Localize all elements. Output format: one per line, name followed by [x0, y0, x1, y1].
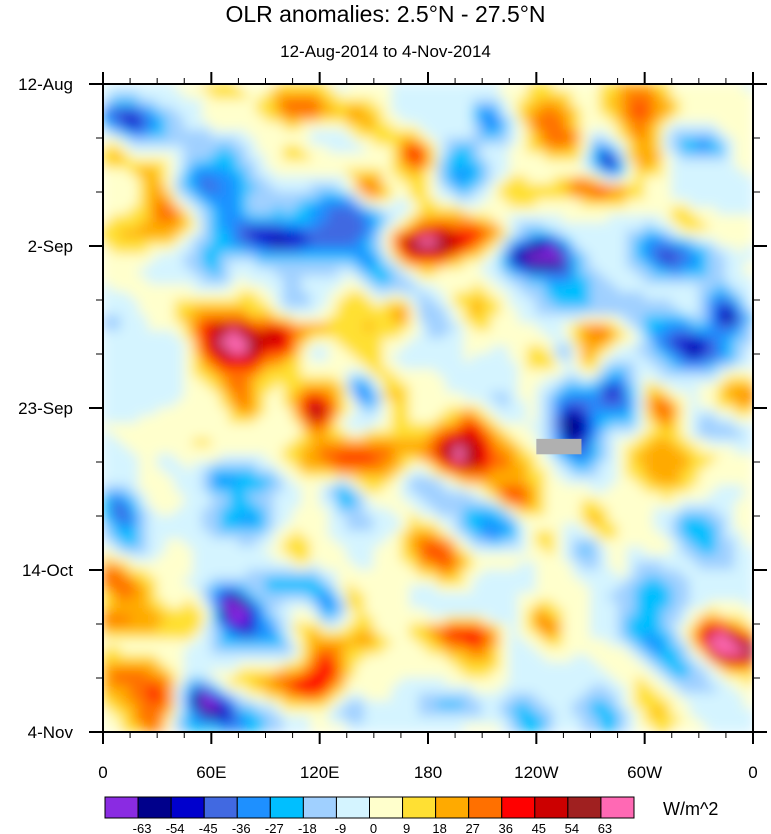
x-tick-label: 0 [748, 763, 757, 782]
colorbar-units: W/m^2 [663, 799, 719, 819]
y-tick-label: 23-Sep [18, 399, 73, 418]
x-tick-label: 120E [300, 763, 340, 782]
colorbar-label: -18 [298, 821, 317, 834]
colorbar-swatch [369, 796, 404, 819]
colorbar-label: 54 [565, 821, 579, 834]
plot-area [103, 84, 753, 732]
colorbar-swatch [534, 796, 569, 819]
y-tick-label: 4-Nov [28, 723, 74, 742]
x-tick-label: 0 [98, 763, 107, 782]
x-tick-label: 180 [414, 763, 442, 782]
colorbar-swatch [600, 796, 635, 819]
colorbar-label: -54 [166, 821, 185, 834]
y-tick-label: 2-Sep [28, 237, 73, 256]
colorbar-swatch [501, 796, 536, 819]
colorbar-label: 63 [598, 821, 612, 834]
x-tick-label: 60E [196, 763, 226, 782]
colorbar-swatch [302, 796, 337, 819]
colorbar-swatch [137, 796, 172, 819]
colorbar-label: 9 [403, 821, 410, 834]
colorbar-label: -27 [265, 821, 284, 834]
colorbar-swatch [104, 796, 139, 819]
x-tick-label: 120W [514, 763, 558, 782]
colorbar-swatch [435, 796, 470, 819]
colorbar-label: 0 [370, 821, 377, 834]
colorbar-label: -9 [335, 821, 347, 834]
axes: 0 60E 120E 180 120W 60W 0 12-Aug 2-Sep 23-Sep 14-O… [18, 72, 767, 782]
colorbar-label: 45 [532, 821, 546, 834]
colorbar-label: -45 [199, 821, 218, 834]
colorbar-label: 18 [432, 821, 446, 834]
colorbar-swatch [402, 796, 437, 819]
anomaly-field [103, 84, 753, 732]
colorbar-swatch [236, 796, 271, 819]
colorbar-swatch [269, 796, 304, 819]
colorbar-label: 36 [499, 821, 513, 834]
colorbar-swatch [170, 796, 205, 819]
colorbar-label: -63 [133, 821, 152, 834]
colorbar: -63 -54 -45 -36 -27 -18 -9 0 9 18 27 36 45 54 63 [104, 796, 635, 834]
colorbar-swatch [335, 796, 370, 819]
chart-subtitle: 12-Aug-2014 to 4-Nov-2014 [280, 42, 491, 61]
colorbar-label: 27 [465, 821, 479, 834]
colorbar-swatch [468, 796, 503, 819]
x-tick-label: 60W [627, 763, 662, 782]
y-tick-label: 14-Oct [22, 561, 73, 580]
colorbar-swatch [567, 796, 602, 819]
y-tick-label: 12-Aug [18, 75, 73, 94]
colorbar-label: -36 [232, 821, 251, 834]
missing-data-patch [536, 438, 582, 455]
chart-title: OLR anomalies: 2.5°N - 27.5°N [225, 1, 546, 27]
colorbar-swatch [203, 796, 238, 819]
